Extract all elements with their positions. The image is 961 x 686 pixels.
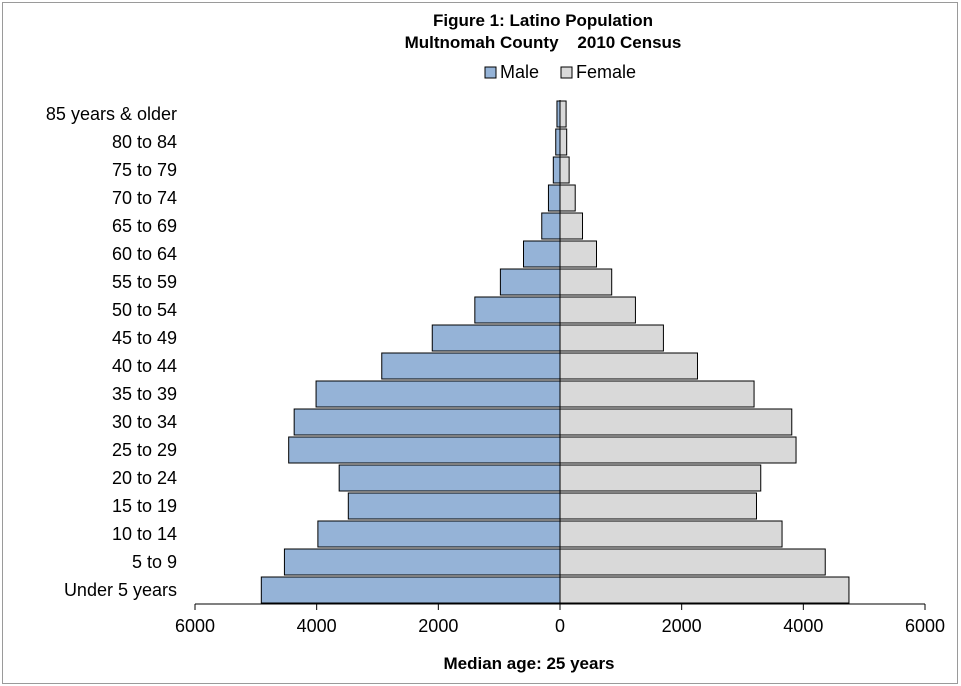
- category-label-10-to-14: 10 to 14: [112, 524, 177, 544]
- bar-female-65-to-69: [559, 212, 584, 240]
- bar-male-75-to-79: [552, 156, 561, 184]
- bar-female-80-to-84: [559, 128, 568, 156]
- category-label-30-to-34: 30 to 34: [112, 412, 177, 432]
- bar-female-40-to-44: [559, 352, 698, 380]
- bar-male-25-to-29: [288, 436, 561, 464]
- bar-male-70-to-74: [547, 184, 561, 212]
- category-labels: 85 years & older 80 to 84 75 to 79 70 to 74…: [46, 104, 177, 600]
- x-tick-label: 4000: [297, 616, 337, 636]
- bar-male-35-to-39: [315, 380, 561, 408]
- category-label-40-to-44: 40 to 44: [112, 356, 177, 376]
- category-label-35-to-39: 35 to 39: [112, 384, 177, 404]
- chart-title-line1: Figure 1: Latino Population: [433, 11, 653, 30]
- bar-female-85-years-older: [559, 100, 567, 128]
- bar-female-15-to-19: [559, 492, 757, 520]
- bar-male-50-to-54: [474, 296, 561, 324]
- legend-swatch-male: [484, 66, 497, 79]
- bar-female-50-to-54: [559, 296, 636, 324]
- bar-female-35-to-39: [559, 380, 755, 408]
- bar-male-40-to-44: [381, 352, 561, 380]
- bar-female-60-to-64: [559, 240, 597, 268]
- bar-male-under-5-years: [260, 576, 561, 604]
- bar-male-30-to-34: [293, 408, 561, 436]
- bar-female-45-to-49: [559, 324, 664, 352]
- category-label-65-to-69: 65 to 69: [112, 216, 177, 236]
- bar-female-30-to-34: [559, 408, 793, 436]
- bar-male-10-to-14: [317, 520, 561, 548]
- bar-female-25-to-29: [559, 436, 797, 464]
- category-label-25-to-29: 25 to 29: [112, 440, 177, 460]
- bar-male-20-to-24: [338, 464, 561, 492]
- x-tick-label: 2000: [662, 616, 702, 636]
- bar-male-60-to-64: [523, 240, 561, 268]
- category-label-20-to-24: 20 to 24: [112, 468, 177, 488]
- chart-title-line2: Multnomah County 2010 Census: [405, 33, 682, 52]
- category-label-75-to-79: 75 to 79: [112, 160, 177, 180]
- bar-female-5-to-9: [559, 548, 826, 576]
- x-tick-label: 0: [555, 616, 565, 636]
- category-label-70-to-74: 70 to 74: [112, 188, 177, 208]
- x-axis: 6000 4000 2000 0 2000 4000 6000: [175, 100, 945, 636]
- bar-female-75-to-79: [559, 156, 570, 184]
- bar-male-45-to-49: [431, 324, 561, 352]
- population-pyramid-chart: Figure 1: Latino Population Multnomah Co…: [46, 11, 945, 673]
- category-label-55-to-59: 55 to 59: [112, 272, 177, 292]
- x-tick-label: 6000: [905, 616, 945, 636]
- legend-label-male: Male: [500, 62, 539, 82]
- category-label-80-to-84: 80 to 84: [112, 132, 177, 152]
- bar-female-10-to-14: [559, 520, 783, 548]
- category-label-85-years-older: 85 years & older: [46, 104, 177, 124]
- x-tick-label: 4000: [783, 616, 823, 636]
- legend-label-female: Female: [576, 62, 636, 82]
- bar-female-20-to-24: [559, 464, 762, 492]
- x-tick-label: 6000: [175, 616, 215, 636]
- bar-female-55-to-59: [559, 268, 613, 296]
- bar-male-65-to-69: [541, 212, 561, 240]
- category-label-45-to-49: 45 to 49: [112, 328, 177, 348]
- bar-male-55-to-59: [499, 268, 561, 296]
- x-axis-label: Median age: 25 years: [443, 654, 614, 673]
- category-label-under-5-years: Under 5 years: [64, 580, 177, 600]
- bar-male-15-to-19: [347, 492, 561, 520]
- bar-male-80-to-84: [555, 128, 561, 156]
- category-label-5-to-9: 5 to 9: [132, 552, 177, 572]
- bar-female-70-to-74: [559, 184, 576, 212]
- bars-group: [260, 100, 850, 604]
- category-label-60-to-64: 60 to 64: [112, 244, 177, 264]
- bar-female-under-5-years: [559, 576, 850, 604]
- chart-legend: Male Female: [484, 62, 636, 82]
- category-label-15-to-19: 15 to 19: [112, 496, 177, 516]
- legend-swatch-female: [560, 66, 573, 79]
- bar-male-5-to-9: [283, 548, 561, 576]
- x-tick-label: 2000: [418, 616, 458, 636]
- category-label-50-to-54: 50 to 54: [112, 300, 177, 320]
